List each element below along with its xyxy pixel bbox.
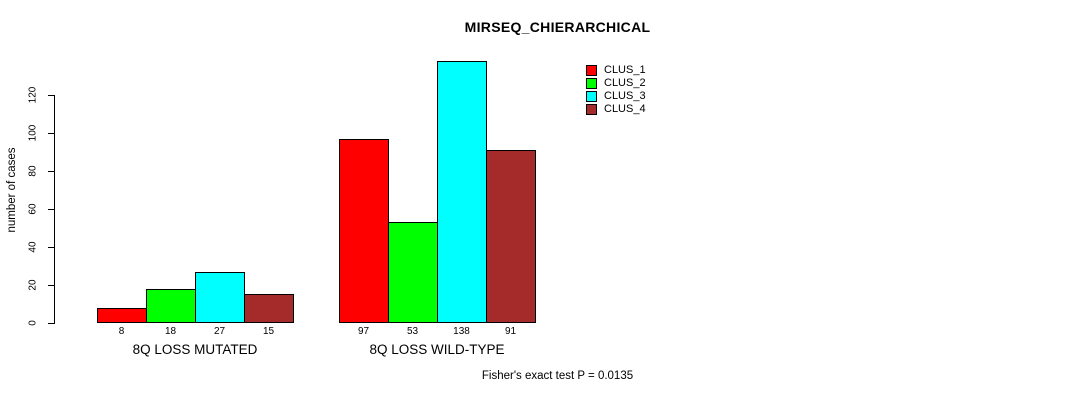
y-tick-label: 20 [27,279,39,291]
bar [146,289,196,323]
bar-value-label: 15 [262,326,275,337]
legend-swatch [586,104,597,115]
y-tick [48,285,54,286]
y-tick [48,247,54,248]
group-label: 8Q LOSS MUTATED [132,342,258,357]
y-tick-label: 80 [27,165,39,177]
bar [486,150,536,323]
y-tick-label: 120 [27,86,39,104]
bar-value-label: 138 [453,326,470,337]
y-tick [48,133,54,134]
y-tick [48,95,54,96]
y-tick [48,209,54,210]
chart-title: MIRSEQ_CHIERARCHICAL [464,19,651,35]
bar-value-label: 18 [164,326,177,337]
legend-swatch [586,78,597,89]
y-tick-label: 100 [27,124,39,142]
legend-swatch [586,65,597,76]
bar-value-label: 91 [504,326,517,337]
bar-value-label: 97 [357,326,370,337]
bar-value-label: 8 [118,326,125,337]
bar [97,308,147,323]
y-tick-label: 40 [27,241,39,253]
fisher-test-annotation: Fisher's exact test P = 0.0135 [481,370,634,382]
bar [195,272,245,323]
legend-label: CLUS_3 [604,90,646,102]
y-tick-label: 60 [27,203,39,215]
y-tick [48,323,54,324]
bar [388,222,438,323]
bar [437,61,487,323]
y-axis-line [54,95,55,324]
legend-swatch [586,91,597,102]
bar [244,294,294,323]
bar-value-label: 53 [406,326,419,337]
legend-label: CLUS_4 [604,103,646,115]
y-tick [48,171,54,172]
y-axis-label: number of cases [6,147,18,233]
bar [339,139,389,323]
y-tick-label: 0 [27,320,39,326]
group-label: 8Q LOSS WILD-TYPE [369,342,505,357]
bar-value-label: 27 [213,326,226,337]
legend-label: CLUS_2 [604,77,646,89]
legend-label: CLUS_1 [604,64,646,76]
